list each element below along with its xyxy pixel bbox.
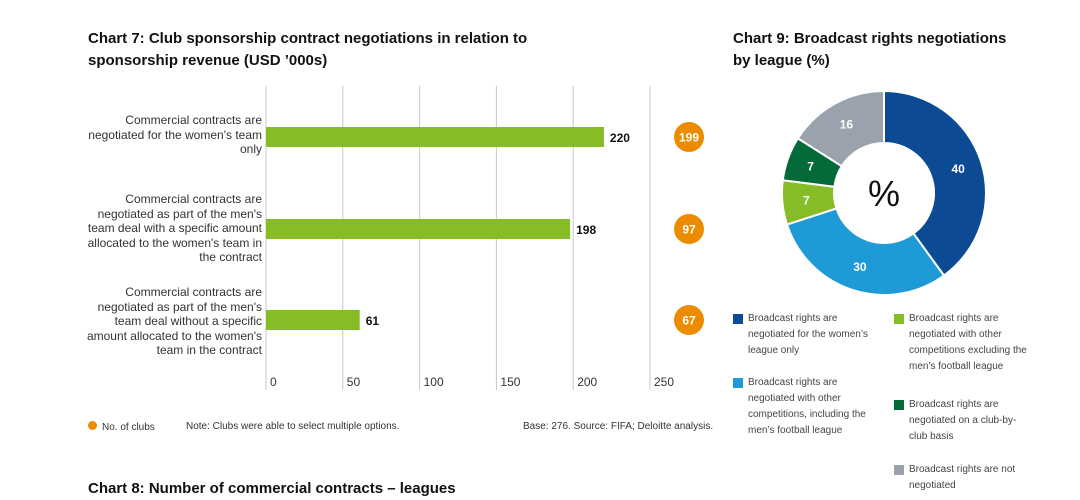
club-count-label: 97 — [682, 223, 696, 237]
slice-value-label: 7 — [807, 160, 814, 174]
club-count-dot — [674, 122, 704, 152]
club-count-dot — [674, 214, 704, 244]
chart-source: Base: 276. Source: FIFA; Deloitte analys… — [523, 421, 714, 432]
bar-value-label: 198 — [576, 223, 596, 237]
chart-note: Note: Clubs were able to select multiple… — [186, 421, 400, 432]
bar-label: Commercial contracts are negotiated as p… — [87, 192, 262, 264]
x-tick-label: 0 — [270, 375, 277, 389]
slice-value-label: 40 — [952, 162, 966, 176]
club-count-label: 67 — [682, 314, 696, 328]
orange-dot-icon — [88, 421, 97, 430]
chart7-title: Chart 7: Club sponsorship contract negot… — [88, 30, 528, 69]
bar — [266, 310, 360, 330]
legend-item: Broadcast rights are negotiated for the … — [733, 311, 883, 359]
bar-value-label: 61 — [366, 314, 380, 328]
slice-value-label: 30 — [853, 260, 867, 274]
donut-slice — [785, 207, 946, 296]
legend-item: Broadcast rights are negotiated with oth… — [733, 375, 883, 439]
x-tick-label: 100 — [424, 375, 444, 389]
slice-value-label: 7 — [803, 193, 810, 207]
x-tick-label: 250 — [654, 375, 674, 389]
chart8-title: Chart 8: Number of commercial contracts … — [88, 480, 456, 497]
bar-label: Commercial contracts are negotiated as p… — [86, 285, 262, 357]
legend-item: Broadcast rights are not negotiated — [894, 462, 1029, 494]
donut-center-label: % — [868, 173, 900, 214]
club-count-dot — [674, 305, 704, 335]
chart9-title: Chart 9: Broadcast rights negotiations by… — [733, 30, 1007, 69]
bar-value-label: 220 — [610, 131, 630, 145]
legend-item: Broadcast rights are negotiated on a clu… — [894, 397, 1019, 445]
donut-slice — [796, 89, 885, 168]
x-tick-label: 50 — [347, 375, 361, 389]
bar — [266, 127, 604, 147]
bar-label: Commercial contracts are negotiated for … — [88, 113, 262, 156]
club-count-label: 199 — [679, 131, 699, 145]
bar — [266, 219, 571, 239]
slice-value-label: 16 — [840, 118, 854, 132]
x-tick-label: 200 — [577, 375, 597, 389]
legend-item: Broadcast rights are negotiated with oth… — [894, 311, 1044, 375]
donut-slice — [883, 89, 987, 277]
x-tick-label: 150 — [500, 375, 520, 389]
legend-clubs: No. of clubs — [88, 421, 155, 433]
